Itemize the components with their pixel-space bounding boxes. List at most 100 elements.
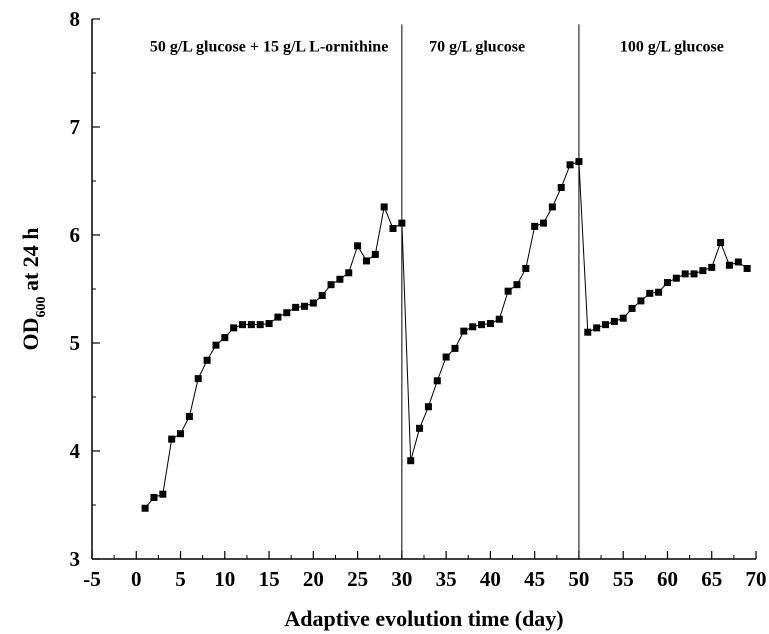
data-point [239, 321, 247, 329]
data-point [557, 183, 565, 191]
data-point [230, 324, 238, 332]
data-point [699, 267, 707, 275]
data-point [398, 219, 406, 227]
data-point [265, 320, 273, 328]
x-tick-label: 20 [303, 567, 324, 591]
data-point [247, 321, 255, 329]
data-point [469, 323, 477, 331]
data-point [256, 321, 264, 329]
data-point [292, 303, 300, 311]
x-tick-label: 0 [131, 567, 142, 591]
x-tick-label: 45 [524, 567, 545, 591]
y-tick-label: 3 [70, 547, 81, 571]
data-point [566, 161, 574, 169]
data-point [159, 490, 167, 498]
data-point [495, 315, 503, 323]
data-point [141, 504, 149, 512]
data-point [442, 353, 450, 361]
x-tick-label: 25 [347, 567, 368, 591]
y-axis-title: OD600 at 24 h [18, 227, 49, 350]
x-tick-label: 40 [480, 567, 501, 591]
x-tick-label: 30 [391, 567, 412, 591]
data-point [371, 250, 379, 258]
data-point [345, 269, 353, 277]
x-tick-label: 50 [568, 567, 589, 591]
x-tick-label: 10 [214, 567, 235, 591]
data-point [548, 203, 556, 211]
data-point [531, 222, 539, 230]
data-point [318, 291, 326, 299]
data-point [478, 321, 486, 329]
data-point [203, 356, 211, 364]
y-tick-label: 8 [70, 7, 81, 31]
data-point [513, 281, 521, 289]
x-tick-label: -5 [83, 567, 101, 591]
data-point [743, 264, 751, 272]
phase-boundary-lines [401, 24, 580, 559]
y-axis-title-suffix: at 24 h [18, 227, 43, 296]
data-point [637, 297, 645, 305]
x-tick-label: 65 [701, 567, 722, 591]
data-point [185, 412, 193, 420]
data-point [380, 203, 388, 211]
y-tick-label: 7 [70, 115, 81, 139]
data-point [150, 493, 158, 501]
data-point [309, 299, 317, 307]
data-point [717, 239, 725, 247]
x-tick-label: 5 [175, 567, 186, 591]
data-point [168, 435, 176, 443]
data-point [389, 225, 397, 233]
data-point [283, 309, 291, 317]
data-point [416, 424, 424, 432]
data-point [646, 289, 654, 297]
data-point [504, 287, 512, 295]
y-axis-title-main: OD [18, 318, 43, 351]
data-point [336, 275, 344, 283]
data-point [734, 258, 742, 266]
data-point [655, 288, 663, 296]
data-point [274, 313, 282, 321]
phase-annotation: 70 g/L glucose [429, 38, 525, 55]
data-point [584, 328, 592, 336]
x-tick-label: 15 [259, 567, 280, 591]
y-tick-label: 4 [70, 439, 81, 463]
data-point [327, 281, 335, 289]
phase-annotation: 100 g/L glucose [620, 38, 724, 55]
data-point [362, 257, 370, 265]
data-point [407, 457, 415, 465]
data-point [725, 261, 733, 269]
x-axis-title: Adaptive evolution time (day) [284, 606, 563, 631]
data-point [522, 264, 530, 272]
y-axis-title-subscript: 600 [34, 297, 49, 318]
data-point [451, 344, 459, 352]
x-tick-label: 60 [657, 567, 678, 591]
data-point [593, 324, 601, 332]
data-point [672, 274, 680, 282]
phase-annotation: 50 g/L glucose + 15 g/L L-ornithine [150, 38, 388, 55]
data-point [424, 403, 432, 411]
data-point [663, 279, 671, 287]
data-point [610, 317, 618, 325]
data-point [601, 321, 609, 329]
data-point [619, 314, 627, 322]
data-points [141, 158, 751, 512]
data-point [681, 270, 689, 278]
data-point [690, 270, 698, 278]
data-point [486, 320, 494, 328]
data-point [460, 327, 468, 335]
data-point [540, 219, 548, 227]
data-point [628, 304, 636, 312]
data-point [221, 334, 229, 342]
data-point [708, 263, 716, 271]
data-point [194, 375, 202, 383]
data-point [300, 302, 308, 310]
data-point [212, 341, 220, 349]
y-tick-label: 6 [70, 223, 81, 247]
data-point [354, 242, 362, 250]
data-point [575, 158, 583, 166]
phase-annotations: 50 g/L glucose + 15 g/L L-ornithine 70 g/… [150, 38, 724, 55]
series-line [144, 160, 748, 509]
x-tick-label: 55 [613, 567, 634, 591]
